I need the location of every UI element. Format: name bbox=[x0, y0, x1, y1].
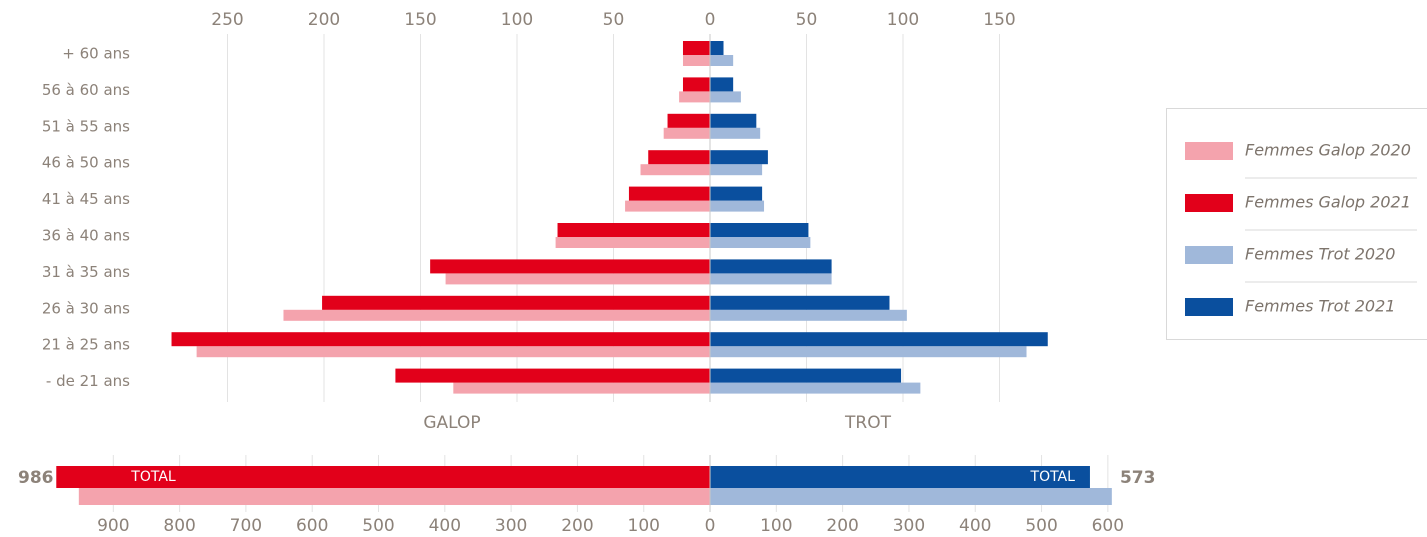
x-tick-label: 50 bbox=[796, 10, 818, 30]
side-label: TROT bbox=[844, 413, 892, 433]
bar bbox=[710, 186, 763, 201]
bar bbox=[628, 186, 710, 201]
x-tick-label: 200 bbox=[561, 516, 593, 536]
x-tick-label: 400 bbox=[429, 516, 461, 536]
category-label: 31 à 35 ans bbox=[42, 263, 130, 281]
category-label: + 60 ans bbox=[62, 45, 130, 63]
x-tick-label: 150 bbox=[983, 10, 1015, 30]
bar bbox=[710, 55, 734, 66]
side-label: GALOP bbox=[423, 413, 480, 433]
x-tick-label: 0 bbox=[705, 516, 716, 536]
legend-swatch bbox=[1185, 194, 1233, 212]
bar bbox=[171, 332, 710, 347]
bar bbox=[625, 200, 710, 212]
x-tick-label: 800 bbox=[163, 516, 195, 536]
bar bbox=[710, 150, 768, 165]
bar bbox=[710, 113, 757, 128]
bar bbox=[682, 55, 710, 66]
value-label: 986 bbox=[18, 468, 54, 488]
legend-swatch bbox=[1185, 142, 1233, 160]
category-label: 21 à 25 ans bbox=[42, 336, 130, 354]
x-tick-label: 50 bbox=[603, 10, 625, 30]
bar bbox=[710, 295, 890, 310]
bar bbox=[710, 466, 1090, 488]
bar bbox=[78, 488, 711, 505]
category-label: 46 à 50 ans bbox=[42, 154, 130, 172]
bar bbox=[640, 164, 710, 176]
bar bbox=[710, 127, 761, 139]
bar bbox=[196, 346, 710, 358]
bar bbox=[283, 309, 710, 321]
value-label: 573 bbox=[1120, 468, 1156, 488]
bar bbox=[56, 466, 711, 488]
category-label: 51 à 55 ans bbox=[42, 117, 130, 135]
legend-label: Femmes Trot 2020 bbox=[1245, 245, 1395, 264]
bar bbox=[555, 237, 710, 248]
bar bbox=[710, 309, 907, 321]
bar bbox=[710, 382, 921, 394]
x-tick-label: 250 bbox=[211, 10, 243, 30]
x-tick-label: 700 bbox=[230, 516, 262, 536]
bar bbox=[322, 295, 710, 310]
legend-swatch bbox=[1185, 246, 1233, 264]
bar bbox=[710, 273, 832, 285]
bar bbox=[395, 368, 710, 383]
category-label: 56 à 60 ans bbox=[42, 81, 130, 99]
bar bbox=[710, 259, 832, 274]
bar bbox=[710, 488, 1112, 505]
x-tick-label: 500 bbox=[362, 516, 394, 536]
bar bbox=[710, 223, 809, 237]
legend-label: Femmes Trot 2021 bbox=[1245, 297, 1395, 316]
bar bbox=[682, 41, 710, 55]
bar bbox=[710, 91, 741, 103]
bar bbox=[430, 259, 710, 274]
bar-text: TOTAL bbox=[1030, 469, 1076, 485]
legend-label: Femmes Galop 2021 bbox=[1245, 193, 1411, 212]
x-tick-label: 300 bbox=[495, 516, 527, 536]
x-tick-label: 500 bbox=[1025, 516, 1057, 536]
category-label: 36 à 40 ans bbox=[42, 227, 130, 245]
legend-label: Femmes Galop 2020 bbox=[1245, 141, 1411, 160]
bar bbox=[710, 77, 734, 92]
bar bbox=[710, 237, 811, 248]
x-tick-label: 400 bbox=[959, 516, 991, 536]
x-tick-label: 900 bbox=[97, 516, 129, 536]
x-tick-label: 200 bbox=[826, 516, 858, 536]
bar bbox=[667, 113, 710, 128]
x-tick-label: 100 bbox=[628, 516, 660, 536]
bar bbox=[710, 41, 724, 55]
bar bbox=[682, 77, 710, 92]
x-tick-label: 100 bbox=[760, 516, 792, 536]
bar bbox=[445, 273, 710, 285]
bar bbox=[710, 164, 763, 176]
category-label: - de 21 ans bbox=[46, 372, 130, 390]
bar bbox=[453, 382, 710, 394]
bar bbox=[679, 91, 710, 103]
bar bbox=[557, 223, 710, 237]
x-tick-label: 100 bbox=[501, 10, 533, 30]
x-tick-label: 300 bbox=[893, 516, 925, 536]
bar bbox=[648, 150, 710, 165]
bar-text: TOTAL bbox=[130, 469, 176, 485]
bar bbox=[710, 368, 902, 383]
category-label: 41 à 45 ans bbox=[42, 190, 130, 208]
bar bbox=[710, 200, 765, 212]
legend-swatch bbox=[1185, 298, 1233, 316]
x-tick-label: 200 bbox=[308, 10, 340, 30]
bar bbox=[663, 127, 710, 139]
bar bbox=[710, 346, 1027, 358]
bar bbox=[710, 332, 1048, 347]
x-tick-label: 600 bbox=[1092, 516, 1124, 536]
x-tick-label: 150 bbox=[404, 10, 436, 30]
x-tick-label: 0 bbox=[705, 10, 716, 30]
x-tick-label: 600 bbox=[296, 516, 328, 536]
x-tick-label: 100 bbox=[887, 10, 919, 30]
category-label: 26 à 30 ans bbox=[42, 299, 130, 317]
